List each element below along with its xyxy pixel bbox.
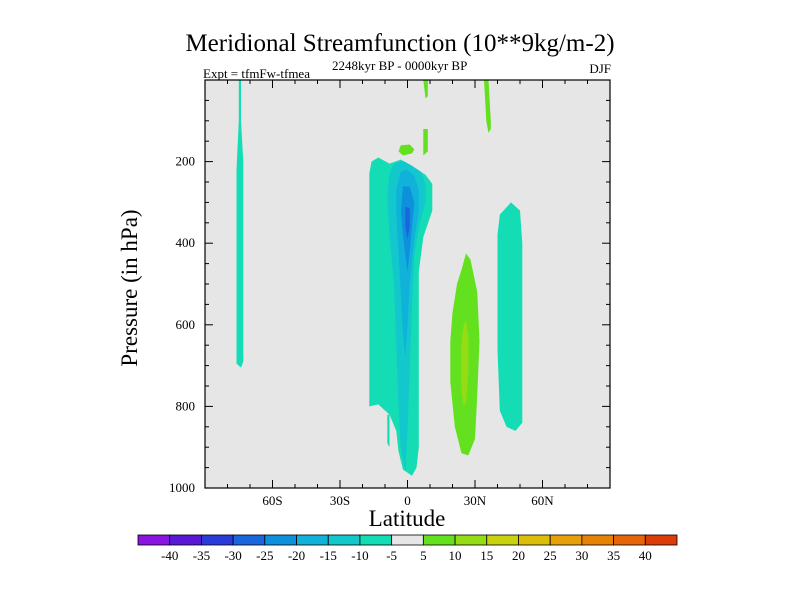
y-axis-label: Pressure (in hPa) [117, 209, 142, 367]
y-tick-label: 1000 [169, 480, 195, 495]
colorbar-swatch [391, 534, 424, 546]
contour-region-minus-5-lobe-70S [236, 80, 244, 368]
colorbar-swatch [327, 534, 361, 546]
colorbar-label: 10 [449, 548, 462, 563]
plot-area [205, 80, 610, 488]
contour-region-minus-5-speck-low [387, 414, 390, 448]
colorbar-swatch [169, 534, 202, 546]
colorbar-label: -15 [320, 548, 337, 563]
x-tick-label: 60N [531, 493, 554, 508]
colorbar-swatch [296, 534, 329, 546]
colorbar-swatch [644, 534, 678, 546]
x-tick-label: 30N [464, 493, 487, 508]
colorbar-swatch [454, 534, 488, 546]
colorbar-label: -35 [193, 548, 210, 563]
contour-region-plus-10-core-25N [461, 320, 469, 407]
y-tick-label: 600 [176, 317, 196, 332]
colorbar-swatch [422, 534, 456, 546]
colorbar-label: 5 [420, 548, 427, 563]
colorbar-swatch [232, 534, 266, 546]
chart-title: Meridional Streamfunction (10**9kg/m-2) [185, 30, 615, 57]
colorbar-swatch [518, 534, 551, 546]
colorbar-label: -40 [161, 548, 178, 563]
experiment-label: Expt = tfmFw-tfmea [203, 66, 310, 81]
colorbar-swatch [613, 534, 646, 546]
contour-region-plus-5-strip-upper [423, 129, 428, 156]
colorbar-label: 30 [575, 548, 588, 563]
colorbar-swatch [486, 534, 519, 546]
colorbar-swatch [359, 534, 393, 546]
season-label: DJF [589, 61, 611, 76]
colorbar-label: -5 [386, 548, 397, 563]
y-tick-label: 200 [176, 154, 196, 169]
colorbar-swatch [137, 534, 171, 546]
colorbar-label: 35 [607, 548, 620, 563]
colorbar-label: -25 [256, 548, 273, 563]
colorbar-swatch [549, 534, 583, 546]
contour-region-plus-5-sliver-top-8N [423, 80, 428, 99]
colorbar-label: -30 [224, 548, 241, 563]
colorbar-swatch [201, 534, 234, 546]
colorbar-label: 15 [480, 548, 493, 563]
contour-region-minus-25-core [405, 206, 410, 240]
colorbar-label: 40 [639, 548, 652, 563]
x-tick-label: 60S [262, 493, 282, 508]
colorbar-label: 20 [512, 548, 525, 563]
colorbar-label: 25 [544, 548, 557, 563]
x-tick-label: 30S [330, 493, 350, 508]
colorbar-swatch [581, 534, 614, 546]
x-tick-label: 0 [404, 493, 411, 508]
contour-region-plus-5-strip-35N [484, 80, 491, 133]
colorbar: -40 -35 -30 -25 -20 -15 -10 -5 5 10 15 20 25 30 35 40 [137, 534, 678, 563]
colorbar-label: -10 [351, 548, 368, 563]
contour-region-minus-5-cell-45N [497, 202, 523, 431]
x-axis-label: Latitude [368, 506, 446, 531]
colorbar-label: -20 [288, 548, 305, 563]
y-tick-label: 800 [176, 398, 196, 413]
y-tick-label: 400 [176, 235, 196, 250]
axes: 60S 30S 0 30N 60N 200 400 600 800 1000 [169, 79, 611, 508]
chart-subtitle: 2248kyr BP - 0000kyr BP [332, 58, 468, 73]
contour-region-plus-5-blob-upper [398, 144, 415, 156]
colorbar-swatch [264, 534, 297, 546]
